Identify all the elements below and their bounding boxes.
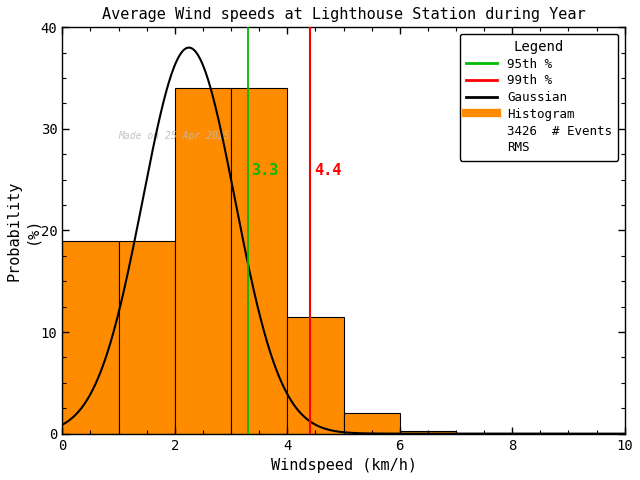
Title: Average Wind speeds at Lighthouse Station during Year: Average Wind speeds at Lighthouse Statio… xyxy=(102,7,586,22)
Bar xyxy=(287,317,344,433)
Bar xyxy=(344,413,400,433)
X-axis label: Windspeed (km/h): Windspeed (km/h) xyxy=(271,458,417,473)
Y-axis label: Probability
(%): Probability (%) xyxy=(7,180,39,281)
Bar xyxy=(400,431,456,433)
Bar xyxy=(175,88,231,433)
Legend: 95th %, 99th %, Gaussian, Histogram, 3426  # Events, RMS: 95th %, 99th %, Gaussian, Histogram, 342… xyxy=(460,34,618,160)
Text: Made on 25 Apr 2025: Made on 25 Apr 2025 xyxy=(118,131,230,141)
Bar xyxy=(62,240,118,433)
Text: 4.4: 4.4 xyxy=(314,163,342,178)
Bar xyxy=(118,240,175,433)
Bar xyxy=(231,88,287,433)
Text: 3.3: 3.3 xyxy=(251,163,278,178)
